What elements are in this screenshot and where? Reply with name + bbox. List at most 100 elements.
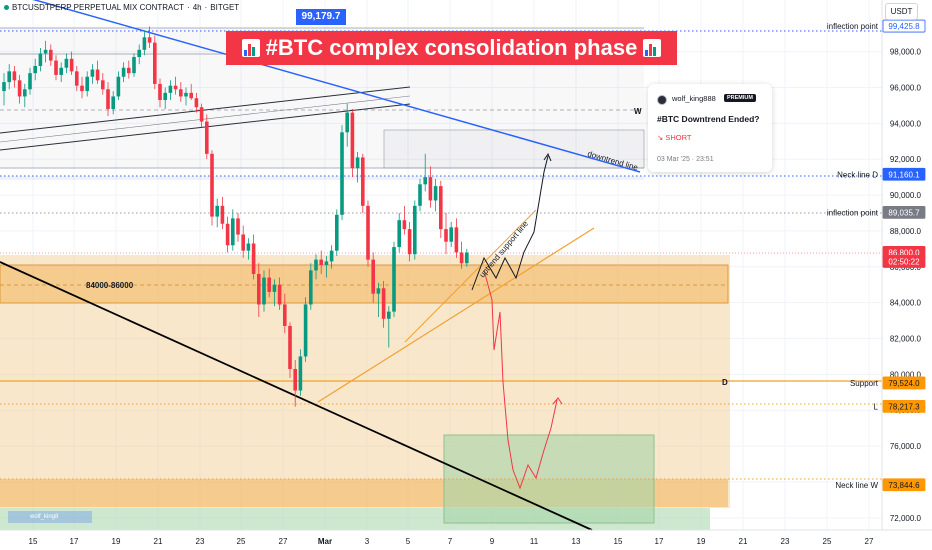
candle-body [423,177,427,185]
level-label: Neck line W [835,481,878,490]
candle-body [210,153,214,217]
chart-bar-icon [241,39,260,57]
candle-body [251,243,256,274]
candle-body [49,49,53,61]
price-label: 79,524.0 [888,379,920,388]
candle-body [184,92,188,97]
candle-body [329,250,334,262]
time-tick-label: 23 [196,537,205,546]
candle-body [194,98,199,108]
idea-direction: ↘ SHORT [657,133,692,142]
premium-badge: PREMIUM [724,94,756,102]
candle-body [17,80,22,97]
time-tick-label: 7 [448,537,453,546]
candle-body [366,205,370,260]
candle-body [449,227,453,242]
idea-username[interactable]: wolf_king888 [672,94,716,103]
price-tick-label: 82,000.0 [890,335,922,344]
candle-body [189,92,193,99]
candle-body [173,85,178,90]
price-label: 78,217.3 [888,402,920,411]
banner-title: #BTC complex consolidation phase [265,35,638,60]
candle-body [90,69,95,77]
currency-button[interactable]: USDT [885,3,918,20]
price-label: 86,800.0 [888,248,920,257]
header-separator: · [187,3,190,12]
candle-body [132,57,136,74]
price-label-box [882,255,926,268]
candle-body [376,288,381,294]
price-tick-label: 72,000.0 [890,514,922,523]
level-label: inflection point [827,22,879,31]
candle-body [433,186,438,201]
header-separator: · [204,3,208,12]
avatar [657,95,667,105]
candle-body [179,89,183,97]
candle-body [54,60,58,75]
candle-body [428,177,433,201]
candle-body [309,270,313,305]
candle-body [459,252,464,264]
price-tick-label: 90,000.0 [890,191,922,200]
candle-body [33,65,37,74]
candle-body [314,259,318,271]
candle-body [220,205,225,224]
time-tick-label: 9 [490,537,495,546]
level-label: Neck line D [837,170,878,179]
time-tick-label: 11 [530,537,539,546]
candle-body [142,37,147,50]
candle-body [277,284,282,305]
time-tick-label: 17 [70,537,79,546]
time-tick-label: 25 [237,537,246,546]
candle-body [319,259,323,265]
price-label: 73,844.6 [888,481,920,490]
candle-body [95,69,100,81]
candle-body [350,112,355,169]
zone-label: 84000-86000 [86,281,134,290]
level-label: Support [850,379,879,388]
candle-body [324,261,329,265]
symbol-name[interactable]: BTCUSDTPERP PERPETUAL MIX CONTRACT [12,3,185,12]
time-tick-label: 5 [406,537,411,546]
d-marker: D [722,378,728,387]
candle-body [59,67,63,75]
candle-body [392,247,396,312]
idea-title[interactable]: #BTC Downtrend Ended? [657,114,760,124]
candle-body [38,53,43,66]
idea-date: 03 Mar '25 · 23:51 [657,156,714,163]
candle-body [439,186,443,230]
time-tick-label: 17 [655,537,664,546]
candle-body [231,218,235,246]
candle-body [381,288,386,319]
candle-body [246,243,251,251]
time-tick-label: 23 [781,537,790,546]
time-tick-label: 3 [365,537,370,546]
candle-body [199,107,204,122]
top-price-label: 99,179.7 [296,9,346,25]
candlestick-series [2,26,469,407]
idea-card[interactable]: wolf_king888 PREMIUM #BTC Downtrend Ende… [648,84,772,172]
time-tick-label: 15 [614,537,623,546]
price-label: 89,035.7 [888,208,920,217]
candle-body [397,220,401,248]
time-tick-label: 27 [865,537,874,546]
level-labels: 99,425.8 91,160.1 89,035.7 86,800.002:50:22… [827,19,926,492]
interval-label[interactable]: 4h [192,3,202,12]
price-label-box [882,376,926,390]
candle-body [101,80,105,90]
time-tick-label: 21 [154,537,163,546]
candle-body [43,49,48,54]
candle-body [147,37,152,43]
candle-body [111,96,115,109]
candle-body [465,252,469,264]
level-label: inflection point [827,208,879,217]
w-marker: W [634,107,642,116]
candle-body [387,311,391,319]
candle-body [2,82,6,92]
candle-body [413,205,417,255]
candle-body [345,112,349,133]
candle-body [116,76,121,97]
chart-status-dot [4,5,9,10]
time-axis-labels: 15 17 19 21 23 25 27 Mar 3 5 7 9 11 13 15 17 19 21 23 25 27 [29,537,874,546]
